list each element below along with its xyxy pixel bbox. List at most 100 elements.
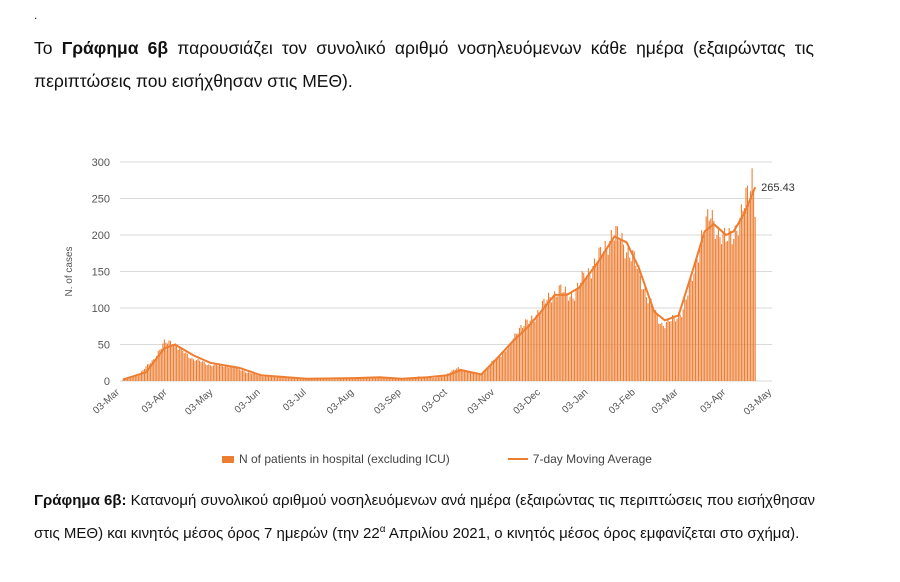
bar	[427, 377, 429, 381]
y-tick-label: 150	[92, 267, 110, 279]
bar	[133, 376, 135, 381]
bar	[428, 377, 430, 381]
bar	[174, 343, 176, 381]
bar	[691, 280, 693, 381]
bar	[134, 375, 136, 381]
bar	[359, 377, 361, 381]
bar	[578, 286, 580, 381]
x-tick-label: 03-Nov	[466, 387, 497, 417]
bar	[659, 324, 661, 381]
bar	[704, 235, 706, 381]
bar	[301, 378, 303, 381]
bar	[466, 371, 468, 381]
bar	[349, 378, 351, 381]
bar	[714, 238, 716, 381]
bar	[460, 370, 462, 381]
bar	[739, 217, 741, 381]
bar	[168, 340, 170, 381]
bar	[319, 379, 322, 381]
bar	[188, 357, 190, 381]
bar	[497, 356, 499, 381]
bar	[413, 377, 415, 381]
bar	[267, 376, 269, 381]
bar	[624, 258, 626, 381]
bar	[724, 227, 726, 381]
bar	[130, 377, 132, 381]
bar	[615, 225, 617, 381]
bar	[323, 379, 325, 381]
bar	[554, 291, 556, 381]
bar	[214, 364, 216, 381]
bar	[416, 376, 418, 381]
bar	[655, 309, 657, 381]
bar	[471, 372, 473, 381]
bar	[254, 373, 256, 381]
bar	[327, 379, 329, 381]
x-tick-label: 03-Jul	[281, 387, 309, 413]
bar	[650, 298, 652, 381]
y-tick-labels: 0 50 100 150 200 250 300	[92, 157, 110, 388]
bar	[442, 375, 444, 381]
bar	[734, 225, 736, 381]
bar	[298, 378, 300, 381]
bar	[476, 373, 478, 381]
bar	[289, 377, 291, 381]
bar	[589, 274, 591, 381]
bar	[609, 240, 611, 381]
bar	[378, 376, 380, 381]
bar	[173, 345, 175, 381]
legend-swatch-line	[507, 458, 528, 460]
bar	[678, 312, 680, 381]
bar	[422, 376, 424, 381]
bar	[434, 377, 436, 381]
bar	[564, 286, 566, 381]
bar	[220, 364, 222, 381]
bar	[162, 343, 164, 381]
bar	[488, 366, 490, 381]
bar	[606, 248, 608, 381]
x-tick-label: 03-Feb	[607, 387, 638, 417]
bar	[511, 343, 513, 381]
bar	[398, 378, 400, 381]
y-tick-label: 100	[92, 303, 110, 315]
bar	[630, 261, 632, 381]
bar	[652, 308, 654, 381]
bar	[509, 343, 511, 381]
bar	[548, 292, 550, 381]
caption-figure-ref: Γράφημα 6β:	[34, 492, 127, 509]
legend-label-bars: N of patients in hospital (excluding ICU…	[239, 452, 450, 466]
bar	[391, 378, 393, 381]
bar	[338, 379, 340, 381]
bar	[235, 367, 237, 381]
bar	[546, 299, 548, 381]
bar	[246, 372, 248, 381]
bar	[197, 358, 199, 381]
bar	[636, 268, 638, 381]
bar	[257, 375, 259, 381]
bar	[607, 254, 609, 381]
x-tick-label: 03-Dec	[512, 387, 543, 417]
bar	[382, 377, 384, 381]
intro-paragraph: Το Γράφημα 6β παρουσιάζει τον συνολικό α…	[34, 32, 814, 98]
bar	[446, 373, 449, 381]
bar	[621, 232, 623, 381]
bar-series	[122, 168, 756, 381]
bar	[270, 376, 273, 381]
bar	[610, 230, 612, 381]
bar	[491, 360, 493, 381]
bar	[394, 378, 397, 381]
bar	[748, 200, 750, 381]
bar	[520, 325, 522, 381]
bar	[531, 315, 533, 381]
bar	[371, 376, 374, 381]
bar	[370, 377, 372, 381]
bar	[499, 357, 501, 381]
bar	[171, 344, 173, 381]
bar	[131, 377, 133, 381]
bar	[671, 314, 674, 381]
bar	[557, 296, 559, 381]
bar	[420, 376, 423, 381]
bar	[163, 339, 165, 381]
bar	[333, 379, 335, 381]
bar	[356, 377, 358, 381]
